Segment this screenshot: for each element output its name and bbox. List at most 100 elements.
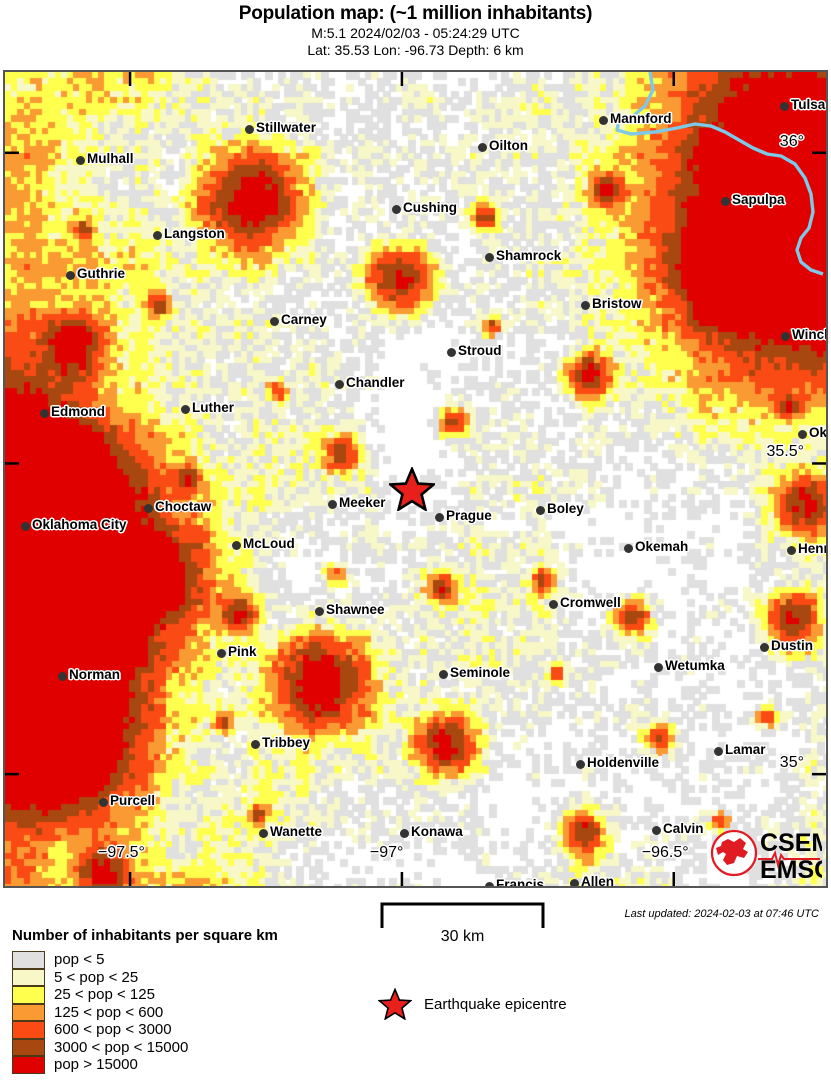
graticule-ticks [5, 72, 826, 886]
legend-label: 25 < pop < 125 [54, 986, 155, 1003]
city-label: Choctaw [155, 499, 212, 514]
city-dot [713, 746, 723, 756]
city-dot [548, 599, 558, 609]
city-label: Wanette [270, 824, 323, 839]
city-dot [57, 671, 67, 681]
population-map[interactable]: Stillwater Mulhall Oilton Mannford Tulsa Lang… [3, 70, 828, 888]
city-dot [314, 606, 324, 616]
longitude-label: −97° [369, 844, 404, 861]
city-label: Cushing [403, 200, 457, 215]
legend-row: 125 < pop < 600 [12, 1003, 188, 1021]
city-label: Bristow [592, 296, 642, 311]
legend-row: pop < 5 [12, 951, 188, 969]
city-dot [779, 101, 789, 111]
city-dot [484, 252, 494, 262]
legend-label: pop > 15000 [54, 1056, 138, 1073]
city-dot [653, 662, 663, 672]
city-dot [446, 347, 456, 357]
legend-row: 600 < pop < 3000 [12, 1021, 188, 1039]
city-dot [780, 331, 790, 341]
city-label: Luther [192, 400, 234, 415]
city-label: Tribbey [262, 735, 311, 750]
city-label: Prague [446, 508, 492, 523]
city-label: Stroud [458, 343, 502, 358]
city-dot [20, 521, 30, 531]
city-dot [484, 881, 494, 886]
latitude-label: 35.5° [766, 443, 804, 461]
city-label: Sapulpa [732, 192, 785, 207]
earthquake-epicentre-marker[interactable] [387, 465, 437, 516]
city-label: Mannford [610, 111, 672, 126]
city-label: Boley [547, 501, 584, 516]
city-dot [327, 499, 337, 509]
river-layer [615, 72, 824, 276]
city-label: Wetumka [665, 658, 725, 673]
legend-swatch [12, 986, 45, 1004]
city-dot [569, 878, 579, 886]
earthquake-magnitude-time: M:5.1 2024/02/03 - 05:24:29 UTC [311, 25, 520, 41]
city-label: Tulsa [791, 97, 826, 112]
city-label: Oilton [489, 138, 528, 153]
city-label: Carney [281, 312, 327, 327]
legend-epicentre-label: Earthquake epicentre [424, 995, 567, 1013]
csem-emsc-logo: CSEM EMSC [710, 829, 822, 884]
city-dot [623, 543, 633, 553]
map-vector-overlay [5, 72, 826, 886]
city-dot [438, 669, 448, 679]
legend-swatch [12, 1021, 45, 1039]
city-label: McLoud [243, 536, 295, 551]
legend-row: 25 < pop < 125 [12, 986, 188, 1004]
city-dot [258, 828, 268, 838]
city-dot [269, 316, 279, 326]
legend-label: 125 < pop < 600 [54, 1003, 164, 1021]
legend-label: 5 < pop < 25 [54, 968, 139, 986]
longitude-label: −97.5° [98, 844, 145, 861]
legend-row: pop > 15000 [12, 1056, 188, 1074]
scale-bar-label: 30 km [440, 928, 485, 945]
city-dot [720, 196, 730, 206]
legend-swatch [12, 1056, 45, 1074]
city-label: Allen [581, 874, 615, 888]
city-dot [535, 505, 545, 515]
city-label: Okemah [635, 539, 689, 554]
city-dot [244, 124, 254, 134]
city-label: Lamar [725, 742, 766, 757]
city-label: Okmulgee [809, 425, 828, 440]
city-dot [580, 300, 590, 310]
city-dot [65, 270, 75, 280]
city-dot [477, 142, 487, 152]
city-dot [98, 797, 108, 807]
city-label: Seminole [450, 665, 511, 680]
city-dot [39, 408, 49, 418]
city-dot [231, 540, 241, 550]
city-dot [152, 230, 162, 240]
city-label: Winchester [792, 327, 826, 342]
city-dot [434, 512, 444, 522]
city-dot [797, 429, 807, 439]
city-dot [399, 828, 409, 838]
city-label: Chandler [346, 375, 405, 390]
river-polyline [615, 72, 824, 276]
latitude-label: 36° [779, 132, 804, 150]
legend-label: 600 < pop < 3000 [54, 1021, 172, 1038]
city-label: Konawa [411, 824, 463, 839]
city-label: Shamrock [496, 248, 562, 263]
city-dot [391, 204, 401, 214]
legend-swatch [12, 1003, 45, 1021]
city-label: Guthrie [77, 266, 126, 281]
city-label: Holdenville [587, 755, 660, 770]
city-label: Edmond [51, 404, 105, 419]
latitude-label: 35° [779, 754, 804, 772]
legend-row: 3000 < pop < 15000 [12, 1038, 188, 1056]
city-label: Mulhall [87, 151, 134, 166]
last-updated-timestamp: Last updated: 2024-02-03 at 07:46 UTC [624, 908, 819, 920]
legend-swatch [12, 968, 45, 986]
legend-epicentre-entry: Earthquake epicentre [378, 988, 567, 1020]
city-dot [598, 115, 608, 125]
star-icon [378, 988, 412, 1020]
city-dot [180, 404, 190, 414]
city-dot [786, 545, 796, 555]
city-label: Stillwater [256, 120, 317, 135]
svg-text:CSEM: CSEM [760, 829, 822, 857]
